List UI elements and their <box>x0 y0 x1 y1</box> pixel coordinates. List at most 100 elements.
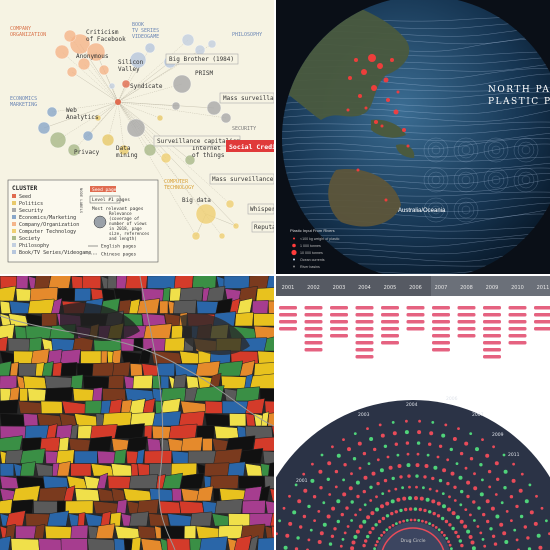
radial-year-label: 2009 <box>492 432 504 438</box>
node-label-anonymous: Anonymous <box>76 53 109 60</box>
timeline-bar <box>304 320 323 324</box>
node-label-web-analytics: Web Analytics <box>66 107 99 121</box>
timeline-bar <box>483 355 501 359</box>
timeline-bar <box>508 334 527 338</box>
field-parcels <box>0 276 274 550</box>
globe-title-1: NORTH PACI <box>488 85 550 95</box>
legend-swatch <box>12 243 16 247</box>
radial-year-label: 2003 <box>358 412 370 418</box>
timeline-bar <box>457 327 476 331</box>
globe-legend-item: 10 000 tonnes <box>300 251 323 255</box>
timeline-bar <box>483 320 501 324</box>
timeline-year: 2004 <box>358 285 371 291</box>
legend-level-label: Level #1 pages <box>92 197 130 203</box>
globe-legend-title: Plastic Input From Rivers <box>290 228 335 233</box>
node-label-privacy: Privacy <box>74 149 100 156</box>
timeline-bar <box>355 334 374 338</box>
legend-item: Society <box>19 236 40 242</box>
timeline-bar <box>381 341 399 345</box>
network-nodes <box>37 29 240 241</box>
globe-legend-swatch <box>291 249 297 256</box>
legend-item: Seed <box>19 194 31 200</box>
node-label-mass-surveillance: Mass surveillance <box>223 95 274 102</box>
timeline-bar <box>355 320 374 324</box>
radial-year-label: 2011 <box>508 452 520 458</box>
network-graph: COMPANY ORGANIZATION BOOK TV SERIES VIDEOGA… <box>7 22 274 263</box>
timeline-bar <box>457 334 476 338</box>
network-node-15 <box>206 100 222 116</box>
network-node-23 <box>118 144 130 156</box>
node-label-big-brother: Big Brother (1984) <box>169 56 234 63</box>
timeline-bar <box>457 320 476 324</box>
plastic-globe: NORTH PACI PLASTIC PATC Australia/Oceani… <box>282 0 550 274</box>
timeline-bar <box>279 327 297 331</box>
globe-legend-swatch <box>293 237 295 240</box>
timeline-bar <box>381 334 399 338</box>
legend-title: CLUSTER <box>12 185 38 192</box>
timeline-bar <box>457 306 476 310</box>
legend-relevance: Relevance (coverage of number of views in 2… <box>109 211 150 241</box>
node-label-syndicate: Syndicate <box>130 83 163 90</box>
plastic-input-markers <box>346 54 410 202</box>
legend-item: Book/TV Series/Videogame <box>19 250 91 256</box>
timeline-bar <box>406 313 425 317</box>
timeline-bar <box>534 327 550 331</box>
globe-region-label: Australia/Oceania <box>398 208 446 214</box>
timeline-bar <box>508 341 527 345</box>
globe-legend-swatch <box>292 243 296 248</box>
road-2 <box>139 276 176 550</box>
radial-year-label: 2001 <box>296 478 308 484</box>
network-graph-panel: COMPANY ORGANIZATION BOOK TV SERIES VIDEOGA… <box>0 0 274 274</box>
network-node-16 <box>220 112 232 124</box>
legend-seed-badge: Seed page <box>92 187 117 193</box>
cluster-label-book: BOOK TV SERIES VIDEOGAME <box>132 22 159 40</box>
network-node-20 <box>67 143 81 157</box>
timeline-bar <box>534 306 550 310</box>
timeline-year: 2008 <box>460 285 473 291</box>
radial-year-label: 2007 <box>472 412 484 418</box>
node-label-whisper: Whisper <box>250 206 274 213</box>
timeline-bar <box>304 341 323 345</box>
timeline-bar <box>355 341 374 345</box>
network-node-11 <box>181 33 195 47</box>
cluster-label-philosophy: PHILOSOPHY <box>232 32 262 38</box>
network-node-2 <box>54 44 70 60</box>
network-node-1 <box>63 29 77 43</box>
timeline-bar <box>432 327 450 331</box>
timeline-year: 2010 <box>511 285 524 291</box>
network-node-12 <box>194 44 206 56</box>
timeline-bar <box>330 306 348 310</box>
timeline-bar <box>279 320 297 324</box>
timeline-bar <box>483 306 501 310</box>
legend-item: Politics <box>19 201 43 207</box>
legend-chinese: Chinese pages <box>101 252 137 258</box>
timeline-bar <box>330 313 348 317</box>
timeline-year: 2003 <box>333 285 346 291</box>
timeline-bar <box>330 327 348 331</box>
legend-item: Computer Technology <box>19 229 76 235</box>
timeline-bar <box>508 320 527 324</box>
field-parcels-map <box>0 276 274 550</box>
timeline-year: 2007 <box>435 285 448 291</box>
plastic-globe-panel: NORTH PACI PLASTIC PATC Australia/Oceani… <box>276 0 550 274</box>
node-label-data-mining: Data mining <box>116 145 138 159</box>
timeline-bar <box>304 313 323 317</box>
network-node-6 <box>66 66 78 78</box>
node-label-social-credit: Social Credit <box>229 143 274 151</box>
globe-legend-item: <100 kg weight of plastic <box>300 237 340 241</box>
globe-legend-swatch <box>293 265 295 268</box>
timeline-bar <box>432 348 450 352</box>
network-node-14 <box>171 101 181 111</box>
network-node-31 <box>218 232 226 240</box>
timeline-year: 2001 <box>282 285 295 291</box>
network-node-19 <box>49 131 67 149</box>
cluster-label-economics: ECONOMICS MARKETING <box>10 96 37 108</box>
globe-legend: Plastic Input From Rivers <100 kg weight… <box>290 228 340 269</box>
node-label-iot: Internet of things <box>192 145 225 159</box>
network-node-7 <box>129 51 147 69</box>
timeline-bar <box>534 313 550 317</box>
timeline-bar <box>483 327 501 331</box>
radial-year-label: 2006 <box>446 396 458 402</box>
land-islands <box>371 119 415 158</box>
timeline-bar <box>483 341 501 345</box>
